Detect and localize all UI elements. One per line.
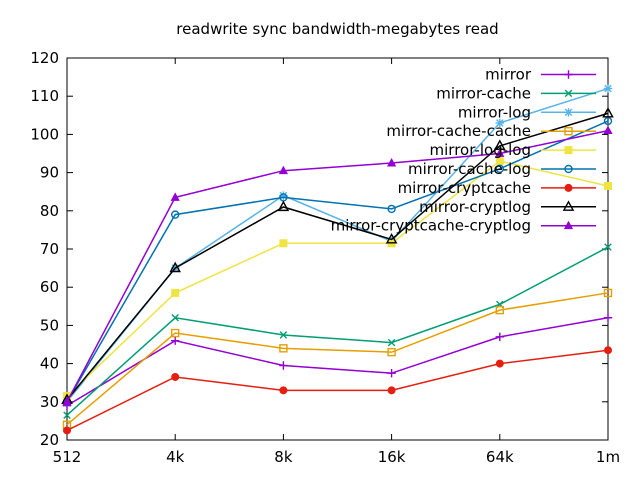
marker-filled-circle	[63, 426, 71, 435]
marker-filled-circle	[387, 386, 396, 395]
marker-filled-triangle	[387, 158, 397, 167]
marker-plus	[279, 361, 288, 370]
marker-filled-circle	[279, 386, 288, 395]
marker-open-circle	[495, 164, 504, 173]
y-tick-label: 40	[40, 355, 59, 373]
x-tick-label: 4k	[166, 448, 185, 466]
marker-cross	[387, 338, 396, 347]
legend-label: mirror-cryptcache-cryptlog	[331, 217, 531, 235]
marker-open-triangle	[169, 261, 181, 273]
x-tick-label: 64k	[486, 448, 514, 466]
marker-open-circle	[603, 116, 613, 126]
y-tick-label: 80	[40, 202, 59, 220]
legend-label: mirror-cryptcache	[398, 179, 531, 197]
marker-plus	[171, 336, 180, 345]
marker-plus	[495, 332, 504, 342]
marker-filled-triangle	[170, 192, 180, 201]
marker-filled-triangle	[62, 396, 72, 406]
marker-open-square	[279, 344, 288, 353]
marker-open-circle	[170, 210, 180, 219]
series-line	[66, 120, 609, 403]
marker-open-square	[564, 126, 573, 136]
chart-title: readwrite sync bandwidth-megabytes read	[176, 20, 499, 38]
y-tick-label: 100	[30, 125, 59, 143]
legend-label: mirror	[485, 66, 532, 84]
marker-asterisk	[564, 108, 573, 117]
series-line	[66, 292, 609, 426]
marker-filled-triangle	[278, 165, 288, 175]
marker-asterisk	[496, 119, 504, 127]
y-tick-label: 110	[30, 87, 59, 105]
marker-filled-triangle	[603, 125, 613, 134]
marker-filled-triangle	[563, 220, 574, 230]
y-tick-label: 30	[40, 393, 59, 411]
y-tick-label: 50	[40, 316, 59, 334]
marker-asterisk	[604, 84, 612, 93]
y-tick-label: 90	[40, 164, 59, 182]
marker-plus	[564, 70, 573, 79]
marker-open-square	[603, 288, 613, 298]
y-tick-label: 60	[40, 278, 59, 296]
marker-cross	[604, 243, 612, 251]
marker-open-triangle	[602, 106, 614, 118]
marker-filled-square	[604, 181, 612, 190]
marker-filled-square	[564, 146, 573, 155]
marker-filled-square	[171, 288, 180, 297]
marker-open-circle	[564, 164, 573, 174]
legend-label: mirror-cache-cache	[386, 122, 531, 140]
marker-open-square	[170, 328, 180, 338]
marker-filled-triangle	[495, 148, 505, 157]
series-line	[66, 160, 609, 397]
marker-open-triangle	[277, 200, 290, 212]
marker-plus	[603, 313, 613, 322]
legend-label: mirror-cache-log	[408, 160, 531, 178]
marker-cross	[279, 331, 288, 339]
marker-filled-circle	[171, 372, 180, 381]
series-line	[66, 129, 609, 403]
marker-open-triangle	[562, 200, 575, 211]
marker-filled-square	[495, 157, 504, 166]
series-line	[66, 349, 609, 432]
marker-plus	[387, 368, 396, 378]
x-tick-label: 16k	[378, 448, 406, 466]
x-tick-label: 512	[53, 448, 82, 466]
marker-cross	[171, 313, 179, 322]
legend-label: mirror-cryptlog	[419, 198, 531, 216]
y-tick-label: 20	[40, 431, 59, 449]
y-tick-label: 120	[30, 49, 59, 67]
marker-open-circle	[387, 204, 396, 214]
series-line	[66, 317, 609, 407]
marker-filled-circle	[495, 359, 504, 368]
legend-label: mirror-cache	[436, 84, 531, 102]
marker-cross	[564, 89, 573, 98]
marker-filled-square	[279, 239, 288, 248]
series-line	[66, 246, 609, 416]
marker-open-triangle	[385, 232, 398, 244]
legend-label: mirror-log-log	[430, 141, 531, 159]
marker-cross	[63, 411, 71, 419]
marker-filled-circle	[564, 183, 573, 192]
legend-label: mirror-log	[458, 103, 531, 121]
series-line	[66, 112, 609, 401]
marker-open-square	[387, 347, 396, 357]
x-tick-label: 1m	[596, 448, 620, 466]
marker-open-square	[495, 305, 504, 315]
x-tick-label: 8k	[274, 448, 293, 466]
marker-filled-circle	[604, 346, 612, 355]
y-tick-label: 70	[40, 240, 59, 258]
